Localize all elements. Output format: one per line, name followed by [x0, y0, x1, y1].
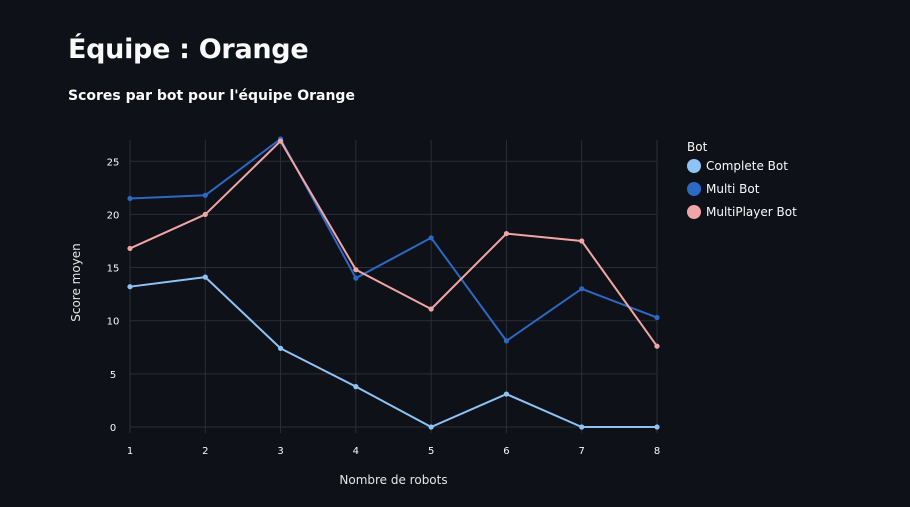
series-line: [129, 140, 658, 347]
data-point[interactable]: [202, 211, 208, 218]
legend-swatch: [687, 182, 701, 196]
data-point[interactable]: [503, 338, 510, 344]
legend-item-label: Complete Bot: [706, 159, 788, 173]
data-point[interactable]: [353, 267, 359, 273]
data-point[interactable]: [579, 238, 585, 244]
x-tick-label: 1: [127, 446, 133, 457]
x-tick-label: 2: [202, 446, 208, 457]
data-point[interactable]: [277, 345, 284, 351]
y-tick-label: 0: [110, 423, 116, 434]
x-axis-ticks: 1 2 3 4 5 6 7 8: [127, 446, 660, 457]
chart-series: [127, 136, 660, 430]
data-point[interactable]: [654, 314, 660, 321]
data-point[interactable]: [503, 391, 510, 397]
data-point[interactable]: [654, 343, 660, 349]
x-tick-label: 6: [503, 446, 509, 457]
data-point[interactable]: [127, 284, 133, 290]
series-line: [129, 137, 658, 342]
y-tick-label: 25: [107, 157, 120, 168]
data-point[interactable]: [202, 192, 208, 198]
chart-title: Scores par bot pour l'équipe Orange: [68, 88, 355, 104]
data-point[interactable]: [428, 306, 434, 312]
data-point[interactable]: [277, 138, 284, 144]
legend-item-label: MultiPlayer Bot: [706, 205, 797, 219]
data-point[interactable]: [127, 195, 133, 202]
y-tick-label: 10: [107, 317, 120, 328]
x-tick-label: 4: [353, 446, 359, 457]
legend-title: Bot: [687, 140, 708, 154]
chart-legend: Bot Complete Bot Multi Bot MultiPlayer Bot: [687, 140, 797, 219]
data-point[interactable]: [202, 274, 208, 280]
page-title: Équipe : Orange: [68, 34, 309, 65]
data-point[interactable]: [353, 275, 359, 281]
data-point[interactable]: [127, 245, 133, 252]
data-point[interactable]: [579, 286, 585, 292]
x-tick-label: 3: [277, 446, 283, 457]
x-tick-label: 7: [579, 446, 585, 457]
chart-grid: [129, 140, 658, 433]
data-point[interactable]: [654, 424, 660, 430]
x-tick-label: 8: [654, 446, 660, 457]
series-multiplayer-bot: [127, 138, 660, 349]
data-point[interactable]: [428, 235, 434, 241]
y-axis-label: Score moyen: [69, 243, 83, 322]
series-line: [129, 276, 657, 428]
x-tick-label: 5: [428, 446, 434, 457]
legend-item-label: Multi Bot: [706, 182, 760, 196]
x-axis-label: Nombre de robots: [339, 473, 447, 487]
y-axis-ticks: 0 5 10 15 20 25: [107, 157, 120, 434]
legend-swatch: [687, 205, 701, 219]
series-complete-bot: [127, 274, 660, 430]
data-point[interactable]: [503, 230, 510, 237]
y-tick-label: 15: [107, 264, 120, 275]
y-tick-label: 5: [110, 370, 116, 381]
legend-swatch: [687, 159, 701, 173]
y-tick-label: 20: [107, 210, 120, 221]
data-point[interactable]: [353, 384, 359, 390]
data-point[interactable]: [579, 424, 585, 430]
data-point[interactable]: [428, 424, 434, 430]
